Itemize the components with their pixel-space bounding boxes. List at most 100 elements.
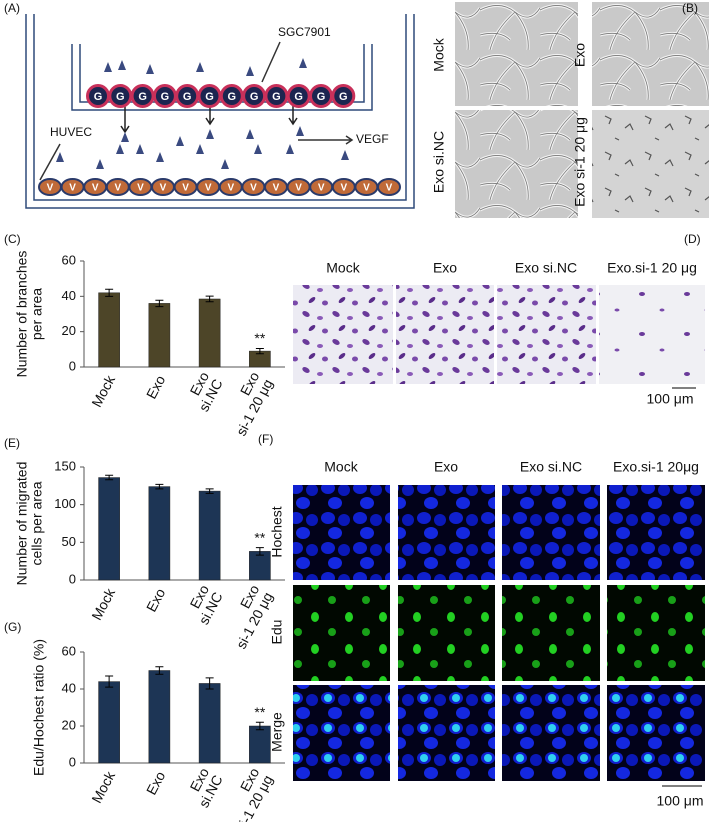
fluorescence-image xyxy=(502,585,600,681)
x-tick-label: Exosi-1 20 μg xyxy=(219,369,276,438)
fluorescence-image xyxy=(293,485,390,580)
cell-letter: V xyxy=(137,183,144,194)
bar xyxy=(249,551,271,581)
fluorescence-grid xyxy=(293,485,705,781)
vegf xyxy=(176,136,184,146)
bar xyxy=(98,681,120,764)
cell-letter: G xyxy=(116,91,125,103)
cell-letter: V xyxy=(318,183,325,194)
micrograph xyxy=(497,285,596,384)
micrograph xyxy=(592,2,709,106)
cell-letter: G xyxy=(339,91,348,103)
y-axis-label: Edu/Hochest ratio (%) xyxy=(31,639,47,776)
pointer xyxy=(39,143,61,181)
x-tick-label: Exosi.NC xyxy=(182,582,226,627)
cell-letter: V xyxy=(340,183,347,194)
vegf xyxy=(56,152,64,162)
micrograph xyxy=(592,110,709,218)
vegf xyxy=(96,159,104,169)
y-tick-label: 0 xyxy=(69,754,76,769)
bar xyxy=(249,725,271,764)
vegf xyxy=(196,62,204,72)
y-axis-label: Number of migratedcells per area xyxy=(13,462,44,586)
fluorescence-image xyxy=(502,685,600,781)
well-inner xyxy=(33,14,407,201)
vegf xyxy=(136,144,144,154)
column-label: Exo.si-1 20 μg xyxy=(607,260,697,276)
endothelial-cell xyxy=(377,178,401,196)
cell-letter: V xyxy=(182,183,189,194)
error-bar xyxy=(205,295,214,303)
y-axis-label: Number of branchesper area xyxy=(13,251,44,378)
bar xyxy=(148,486,171,581)
y-tick-label: 40 xyxy=(62,288,76,303)
cell-letter: V xyxy=(386,183,393,194)
vegf xyxy=(104,62,112,72)
cell-letter: G xyxy=(294,91,303,103)
cell-letter: G xyxy=(250,91,259,103)
micrograph xyxy=(599,285,705,384)
micrograph xyxy=(293,285,393,384)
x-tick-label: Exosi.NC xyxy=(182,765,226,810)
cell-letter: G xyxy=(205,91,214,103)
bar xyxy=(198,683,221,764)
scale-label: 100 μm xyxy=(657,793,704,809)
error-bar xyxy=(255,547,264,556)
column-label: Exo.si-1 20μg xyxy=(613,459,699,475)
bar xyxy=(198,298,221,368)
column-label: Exo si.NC xyxy=(520,459,582,475)
y-tick-label: 40 xyxy=(62,680,76,695)
cell-letter: V xyxy=(273,183,280,194)
y-tick-label: 150 xyxy=(54,458,76,473)
bar xyxy=(98,477,120,581)
schematic xyxy=(25,14,415,209)
well-outer xyxy=(25,14,415,209)
panel-label: (C) xyxy=(4,232,21,246)
pointer xyxy=(261,41,281,83)
bar xyxy=(148,670,171,764)
vegf xyxy=(254,144,262,154)
tumor-cell xyxy=(331,84,356,108)
vegf xyxy=(296,126,304,136)
y-tick-label: 20 xyxy=(62,323,76,338)
cell-letter: V xyxy=(227,183,234,194)
panel-label: (E) xyxy=(4,436,20,450)
significance: ** xyxy=(254,330,265,346)
cell-letter: G xyxy=(272,91,281,103)
cell-letter: G xyxy=(317,91,326,103)
vegf xyxy=(116,144,124,154)
x-tick-label: Mock xyxy=(88,768,118,806)
fluorescence-image xyxy=(502,485,600,580)
arrows-down xyxy=(120,104,298,134)
cell-letter: G xyxy=(183,91,192,103)
vegf xyxy=(299,58,307,68)
cells: G G G G G G G G G G G G V V V V V V V V V V V V V V V V xyxy=(38,58,401,196)
vegf xyxy=(146,64,154,74)
vegf xyxy=(121,132,129,142)
insert-outer xyxy=(71,44,373,111)
upper-cell-label: SGC7901 xyxy=(278,25,331,39)
fluorescence-image xyxy=(607,685,705,781)
fluorescence-image xyxy=(398,685,495,781)
panel-label: (B) xyxy=(682,1,698,15)
bar xyxy=(198,490,221,581)
y-tick-label: 0 xyxy=(69,571,76,586)
y-tick-label: 60 xyxy=(62,643,76,658)
panel-label: (F) xyxy=(258,432,273,446)
error-bar xyxy=(205,677,214,690)
image-label: Exo si.NC xyxy=(431,131,447,193)
fluorescence-image xyxy=(607,585,705,681)
x-tick-label: Exosi.NC xyxy=(182,369,226,414)
error-bar xyxy=(105,288,114,297)
significance: ** xyxy=(254,529,265,545)
fluorescence-image xyxy=(293,685,390,781)
cell-letter: V xyxy=(114,183,121,194)
column-label: Exo xyxy=(434,459,458,475)
error-bar xyxy=(205,488,214,494)
image-label: Exo si-1 20 μg xyxy=(572,117,588,207)
x-tick-label: Exosi-1 20 μg xyxy=(219,765,276,822)
cell-letter: G xyxy=(228,91,237,103)
cell-letter: V xyxy=(205,183,212,194)
cell-letter: V xyxy=(69,183,76,194)
